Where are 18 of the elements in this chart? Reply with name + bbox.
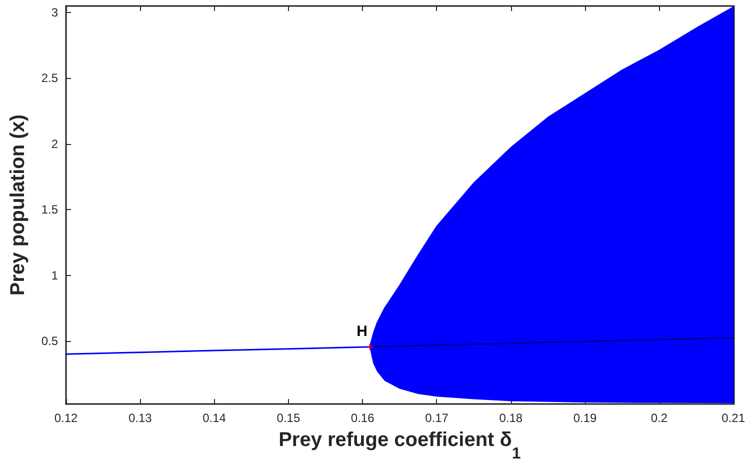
x-tick-label: 0.12 [54,411,78,425]
x-tick-label: 0.14 [202,411,226,425]
x-tick-label: 0.16 [350,411,375,425]
y-tick-label: 1 [51,268,58,282]
y-tick-label: 2.5 [41,71,58,86]
y-tick-label: 2 [51,136,58,151]
annotation: H [356,322,368,340]
x-tick-label: 0.2 [650,411,668,425]
y-axis-title: Prey population (x) [7,114,29,296]
x-tick-label: 0.17 [425,411,449,425]
x-tick-label: 0.19 [573,411,598,425]
y-tick-label: 1.5 [41,202,58,217]
y-tick-label: 0.5 [41,334,58,348]
x-tick-label: 0.18 [499,411,523,425]
y-tick-label: 3 [51,6,58,20]
x-tick-label: 0.21 [722,411,746,425]
x-tick-label: 0.15 [276,411,300,425]
x-tick-label: 0.13 [128,411,152,425]
